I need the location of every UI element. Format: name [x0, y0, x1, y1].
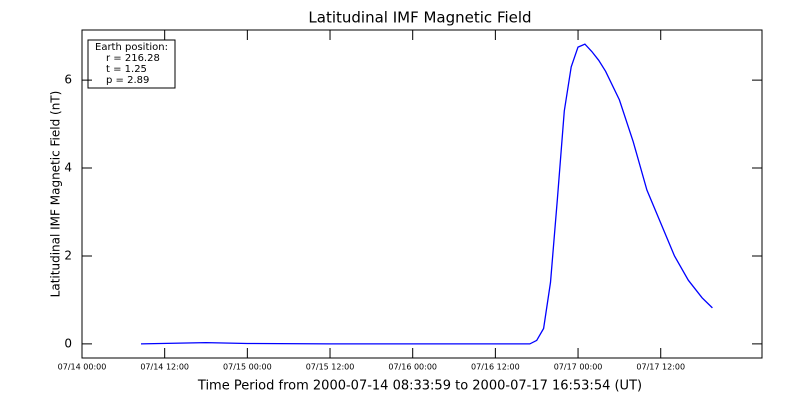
y-axis-label: Latitudinal IMF Magnetic Field (nT): [49, 91, 63, 298]
x-tick-label: 07/16 00:00: [388, 363, 437, 372]
annotation: p = 2.89: [106, 75, 149, 86]
x-tick-label: 07/15 00:00: [223, 363, 272, 372]
annotation-box: [87, 39, 176, 89]
chart-title: Latitudinal IMF Magnetic Field: [308, 9, 531, 27]
annotation: Earth position:: [95, 42, 168, 53]
x-tick-label: 07/17 12:00: [636, 363, 685, 372]
plot-frame: [81, 29, 763, 359]
x-tick-label: 07/14 00:00: [58, 363, 107, 372]
y-tick-label: 4: [64, 161, 72, 175]
x-tick-label: 07/17 00:00: [554, 363, 603, 372]
data-line: [140, 43, 713, 345]
x-tick-label: 07/14 12:00: [140, 363, 189, 372]
y-tick-label: 2: [64, 248, 72, 262]
y-tick-label: 6: [64, 73, 72, 87]
y-tick-label: 0: [64, 336, 72, 350]
annotation: r = 216.28: [106, 53, 160, 64]
annotation: t = 1.25: [106, 64, 147, 75]
x-axis-label: Time Period from 2000-07-14 08:33:59 to …: [197, 379, 642, 394]
x-tick-label: 07/15 12:00: [306, 363, 355, 372]
x-tick-label: 07/16 12:00: [471, 363, 520, 372]
